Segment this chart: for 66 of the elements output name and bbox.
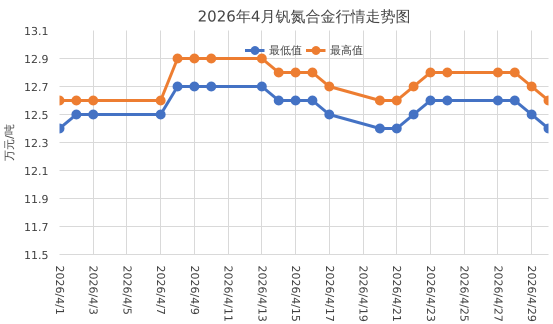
point xyxy=(206,82,216,92)
x-tick-label: 2026/4/11 xyxy=(222,266,235,322)
point xyxy=(290,96,301,106)
x-tick-label: 2026/4/29 xyxy=(525,266,538,322)
point xyxy=(374,96,385,106)
x-tick-label: 2026/4/1 xyxy=(53,266,66,315)
point xyxy=(374,124,385,134)
y-tick-label: 12.1 xyxy=(24,165,49,178)
point xyxy=(88,96,98,106)
y-tick-label: 12.3 xyxy=(24,137,49,150)
x-tick-label: 2026/4/19 xyxy=(356,266,370,322)
point xyxy=(442,96,452,106)
point xyxy=(510,68,520,78)
x-tick-label: 2026/4/23 xyxy=(424,266,437,322)
x-tick-label: 2026/4/17 xyxy=(322,266,336,322)
x-tick-label: 2026/4/7 xyxy=(154,266,168,315)
point xyxy=(392,124,402,134)
y-tick-label: 11.9 xyxy=(24,193,49,206)
y-tick-label: 12.5 xyxy=(24,109,49,122)
y-tick-label: 13.1 xyxy=(24,25,49,38)
point xyxy=(526,82,537,92)
point xyxy=(324,82,334,92)
point xyxy=(88,110,98,120)
point xyxy=(71,96,82,106)
y-tick-label: 12.9 xyxy=(24,53,49,66)
x-tick-label: 2026/4/9 xyxy=(188,266,201,315)
point xyxy=(324,110,334,120)
x-tick-label: 2026/4/13 xyxy=(255,266,268,322)
y-tick-label: 11.5 xyxy=(24,249,49,262)
point xyxy=(172,82,183,92)
x-tick-label: 2026/4/21 xyxy=(390,266,404,322)
chart-title: 2026年4月钒氮合金行情走势图 xyxy=(198,8,410,26)
point xyxy=(307,68,318,78)
point xyxy=(425,68,436,78)
point xyxy=(307,96,318,106)
y-tick-label: 11.7 xyxy=(24,221,49,234)
point xyxy=(274,96,284,106)
point xyxy=(156,96,166,106)
point xyxy=(256,54,267,64)
point xyxy=(408,110,419,120)
legend-label: 最高值 xyxy=(330,42,363,58)
x-tick-label: 2026/4/5 xyxy=(120,266,134,315)
x-tick-label: 2026/4/15 xyxy=(289,266,302,322)
y-axis-title: 万元/吨 xyxy=(3,124,16,161)
x-tick-label: 2026/4/3 xyxy=(86,266,100,315)
point xyxy=(156,110,166,120)
point xyxy=(71,110,82,120)
x-tick-label: 2026/4/25 xyxy=(458,266,471,322)
point xyxy=(256,82,267,92)
point xyxy=(189,82,200,92)
point xyxy=(408,82,419,92)
x-tick-label: 2026/4/27 xyxy=(491,266,504,322)
point xyxy=(526,110,537,120)
point xyxy=(189,54,200,64)
point xyxy=(172,54,183,64)
point xyxy=(510,96,520,106)
point xyxy=(425,96,436,106)
point xyxy=(492,96,503,106)
point xyxy=(206,54,216,64)
legend-label: 最低值 xyxy=(269,42,302,58)
point xyxy=(290,68,301,78)
y-tick-label: 12.7 xyxy=(24,81,49,94)
point xyxy=(392,96,402,106)
point xyxy=(492,68,503,78)
point xyxy=(442,68,452,78)
point xyxy=(274,68,284,78)
